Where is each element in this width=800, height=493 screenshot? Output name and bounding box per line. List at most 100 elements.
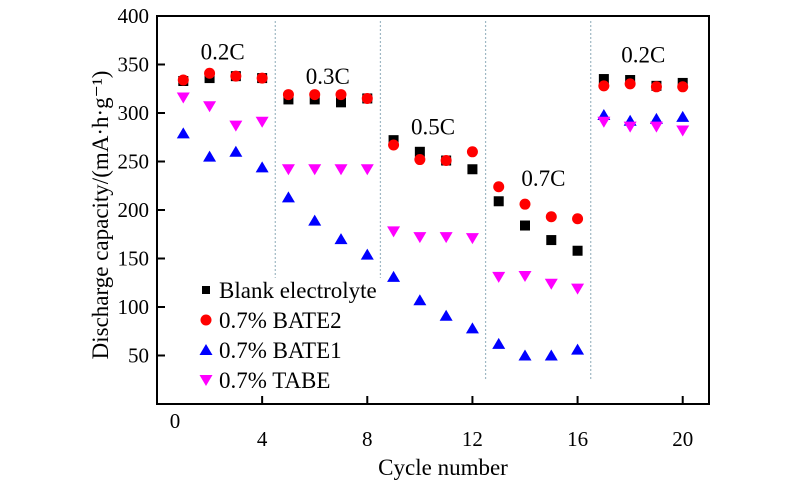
data-point <box>336 97 346 108</box>
data-point <box>230 70 242 82</box>
y-tick-label: 100 <box>118 295 150 319</box>
series-0-7-bate2 <box>177 67 689 225</box>
data-point <box>519 198 531 210</box>
rate-label: 0.2C <box>201 40 245 65</box>
legend-item: 0.7% BATE1 <box>199 338 342 363</box>
data-point <box>334 164 348 176</box>
x-tick-label: 12 <box>462 427 483 451</box>
data-point <box>439 232 453 244</box>
data-point <box>544 278 558 290</box>
data-point <box>677 81 689 93</box>
data-point <box>229 120 243 132</box>
legend-label: 0.7% BATE1 <box>219 338 342 363</box>
data-point <box>676 125 690 137</box>
x-tick-label: 8 <box>362 427 373 451</box>
y-tick-label: 350 <box>118 53 150 77</box>
data-point <box>308 164 322 176</box>
x-axis-ticks: 4 8 12 16 20 <box>257 396 693 451</box>
legend-item: 0.7% BATE2 <box>200 308 342 333</box>
data-point <box>413 294 427 306</box>
legend-marker <box>202 286 210 294</box>
data-point <box>203 150 217 162</box>
rate-separators <box>274 21 592 380</box>
y-axis-title: Discharge capacity/(mA·h·g⁻¹) <box>88 71 113 360</box>
data-point <box>649 121 663 133</box>
data-point <box>571 343 585 355</box>
series-blank-electrolyte <box>178 71 688 256</box>
y-tick-label: 50 <box>128 344 149 368</box>
rate-label: 0.7C <box>521 166 565 191</box>
y-tick-label: 200 <box>118 198 150 222</box>
legend-marker <box>199 375 213 386</box>
y-tick-label: 400 <box>118 4 150 28</box>
data-point <box>492 271 506 283</box>
data-point <box>229 145 243 157</box>
rate-label: 0.5C <box>411 114 455 139</box>
legend-marker <box>200 314 212 326</box>
data-point <box>676 110 690 122</box>
data-point <box>388 139 400 151</box>
data-point <box>176 127 190 139</box>
data-point <box>177 74 189 86</box>
data-point <box>439 309 453 321</box>
legend-label: 0.7% TABE <box>219 368 330 393</box>
data-point <box>493 196 504 207</box>
series-0-7-tabe <box>176 92 690 295</box>
data-point <box>360 248 374 260</box>
data-point <box>255 116 269 128</box>
data-point <box>414 154 426 166</box>
data-point <box>255 161 269 173</box>
rate-label: 0.3C <box>306 64 350 89</box>
data-point <box>493 181 505 193</box>
series-0-7-bate1 <box>176 108 690 361</box>
data-point <box>361 92 373 104</box>
legend-marker <box>199 344 213 355</box>
y-tick-label: 150 <box>118 247 150 271</box>
data-point <box>597 116 611 128</box>
data-point <box>204 67 216 79</box>
data-point <box>518 349 532 361</box>
x-tick-label: 4 <box>257 427 268 451</box>
y-axis-ticks: 50 100 150 200 250 300 350 400 <box>118 4 165 368</box>
rate-annotations: 0.2C 0.3C 0.5C 0.7C 0.2C <box>201 40 666 191</box>
data-point <box>571 283 585 295</box>
rate-label: 0.2C <box>621 43 665 68</box>
data-point <box>623 121 637 133</box>
data-point <box>308 214 322 226</box>
data-point <box>650 81 662 93</box>
data-point <box>649 112 663 124</box>
x-tick-label: 20 <box>672 427 693 451</box>
data-point <box>544 349 558 361</box>
data-point <box>624 78 636 90</box>
data-point <box>414 146 425 157</box>
data-point <box>572 245 583 256</box>
data-point <box>520 220 530 231</box>
data-point <box>467 164 478 175</box>
legend-item: 0.7% TABE <box>199 368 330 393</box>
data-point <box>387 270 401 282</box>
data-point <box>598 80 610 92</box>
legend-label: Blank electrolyte <box>219 278 377 303</box>
data-point <box>545 211 557 223</box>
data-point <box>572 213 584 225</box>
data-point <box>360 164 374 176</box>
origin-tick-label: 0 <box>170 409 181 433</box>
x-axis-title: Cycle number <box>378 455 508 480</box>
legend-label: 0.7% BATE2 <box>219 308 342 333</box>
data-point <box>465 233 479 245</box>
data-point <box>518 270 532 282</box>
data-point <box>256 72 268 84</box>
data-point <box>176 92 190 104</box>
data-point <box>282 89 294 101</box>
data-point <box>281 164 295 176</box>
data-point <box>335 89 347 101</box>
legend-item: Blank electrolyte <box>202 278 377 303</box>
data-point <box>466 146 478 158</box>
data-point <box>281 191 295 203</box>
data-point <box>309 89 321 101</box>
data-points <box>176 67 690 361</box>
data-point <box>492 337 506 349</box>
y-tick-label: 300 <box>118 101 150 125</box>
data-point <box>598 74 609 85</box>
